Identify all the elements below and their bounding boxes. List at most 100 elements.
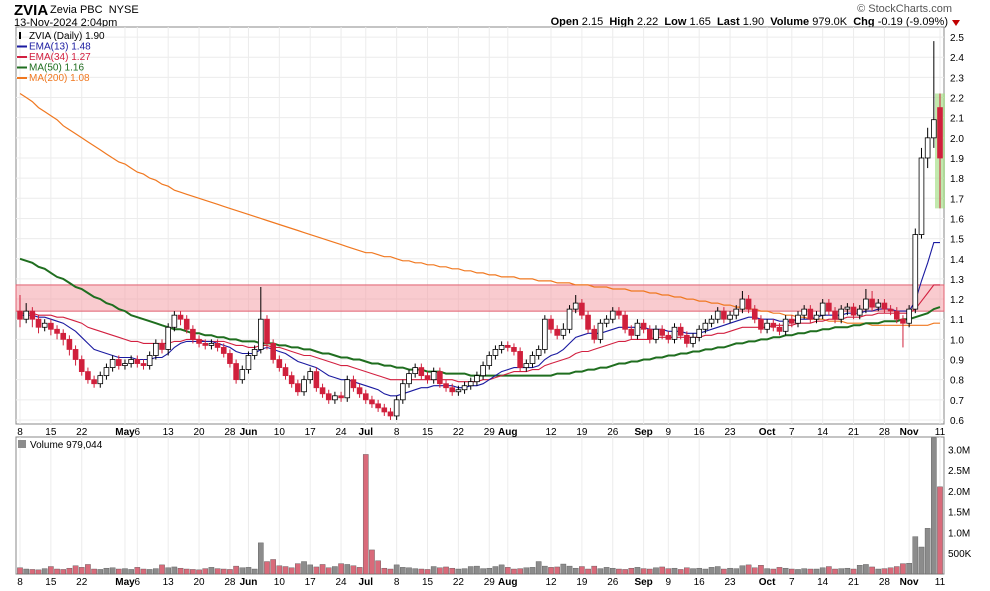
candle-body	[214, 342, 221, 348]
x-tick-label: 20	[193, 427, 205, 438]
candle-body	[863, 298, 869, 310]
volume-tick-label: 1.5M	[948, 508, 970, 519]
volume-bar	[684, 567, 690, 575]
candle-body	[622, 314, 628, 330]
candle-body	[190, 328, 196, 340]
candle-body	[23, 310, 29, 320]
x-tick-label: 8	[394, 577, 400, 588]
x-tick-label: 9	[666, 577, 672, 588]
x-tick-label: May	[115, 427, 135, 438]
volume-bar	[183, 568, 190, 575]
candle-body	[789, 318, 795, 324]
y-tick-label: 0.7	[950, 396, 964, 407]
volume-bar	[776, 567, 783, 575]
candle-body	[708, 318, 715, 324]
candle-body	[153, 342, 159, 356]
volume-bar	[838, 568, 845, 575]
candle-body	[115, 359, 122, 366]
x-tick-label: 8	[17, 577, 23, 588]
candle-body	[535, 349, 542, 356]
candle-body	[369, 399, 375, 405]
candle-body	[714, 310, 721, 320]
volume-bar	[78, 567, 85, 575]
volume-bar	[171, 566, 178, 575]
price-panel	[15, 26, 945, 425]
candle-body	[819, 302, 826, 316]
x-tick-label: Jun	[240, 427, 258, 438]
candle-body	[869, 298, 875, 308]
candle-body	[332, 395, 338, 401]
candle-body	[381, 407, 388, 413]
volume-bar	[579, 566, 585, 575]
candle-body	[319, 387, 326, 395]
x-tick-label: Nov	[900, 427, 919, 438]
volume-bar	[122, 568, 128, 575]
candle-body	[233, 363, 239, 381]
volume-tick-label: 2.5M	[948, 466, 970, 477]
ma200-line	[19, 92, 940, 326]
y-tick-label: 1.7	[950, 194, 964, 205]
volume-bar	[437, 567, 443, 575]
y-tick-label: 0.8	[950, 376, 964, 387]
volume-bar	[708, 567, 715, 575]
x-tick-label: 15	[45, 427, 57, 438]
ticker-symbol: ZVIA	[14, 2, 49, 19]
candle-body	[282, 367, 289, 377]
brand-watermark: © StockCharts.com	[857, 3, 952, 15]
volume-bar	[721, 568, 727, 575]
candle-body	[838, 308, 845, 320]
volume-bar	[443, 566, 449, 575]
x-tick-label: 12	[545, 577, 557, 588]
candle-body	[721, 310, 727, 320]
volume-bar	[461, 568, 468, 575]
volume-bar	[566, 565, 573, 575]
volume-tick-label: 2.0M	[948, 487, 970, 498]
candle-body	[801, 308, 807, 316]
candle-body	[795, 314, 801, 324]
candle-body	[430, 371, 437, 381]
x-tick-label: Nov	[900, 577, 919, 588]
volume-bar	[813, 568, 820, 575]
volume-bar	[430, 566, 437, 575]
candle-body	[937, 107, 943, 159]
volume-bar	[29, 569, 36, 575]
volume-bar	[17, 567, 23, 575]
volume-bar	[659, 566, 665, 575]
candle-body	[751, 308, 758, 320]
candle-body	[251, 349, 258, 356]
x-tick-label: 23	[725, 427, 737, 438]
y-tick-label: 1.0	[950, 335, 964, 346]
x-tick-label: 15	[45, 577, 57, 588]
volume-bar	[449, 567, 456, 575]
candle-body	[264, 318, 270, 344]
candle-body	[591, 328, 598, 340]
candle-body	[875, 302, 882, 308]
legend-entry: ZVIA (Daily) 1.90	[29, 31, 105, 42]
volume-bar	[146, 569, 153, 575]
volume-bar	[616, 568, 622, 575]
volume-bar	[128, 569, 134, 575]
x-tick-label: Jul	[359, 427, 374, 438]
candle-body	[424, 375, 431, 381]
x-tick-label: 11	[935, 577, 946, 588]
volume-bar	[282, 566, 289, 575]
candle-body	[48, 322, 54, 330]
volume-bar	[202, 568, 209, 575]
x-tick-label: 6	[135, 577, 141, 588]
candle-body	[66, 338, 73, 350]
volume-bar	[591, 565, 598, 575]
volume-bar	[276, 565, 283, 575]
volume-bar	[504, 567, 511, 575]
candle-body	[758, 318, 764, 330]
volume-bar	[313, 566, 320, 575]
y-tick-label: 1.2	[950, 295, 964, 306]
y-tick-label: 1.5	[950, 235, 964, 246]
volume-bar	[603, 567, 610, 575]
volume-bar	[609, 567, 616, 575]
open-value: 2.15	[581, 16, 604, 28]
x-tick-label: 8	[17, 427, 23, 438]
candle-body	[918, 157, 925, 235]
volume-panel	[15, 436, 945, 575]
volume-bar	[344, 564, 351, 575]
candle-body	[727, 314, 733, 320]
